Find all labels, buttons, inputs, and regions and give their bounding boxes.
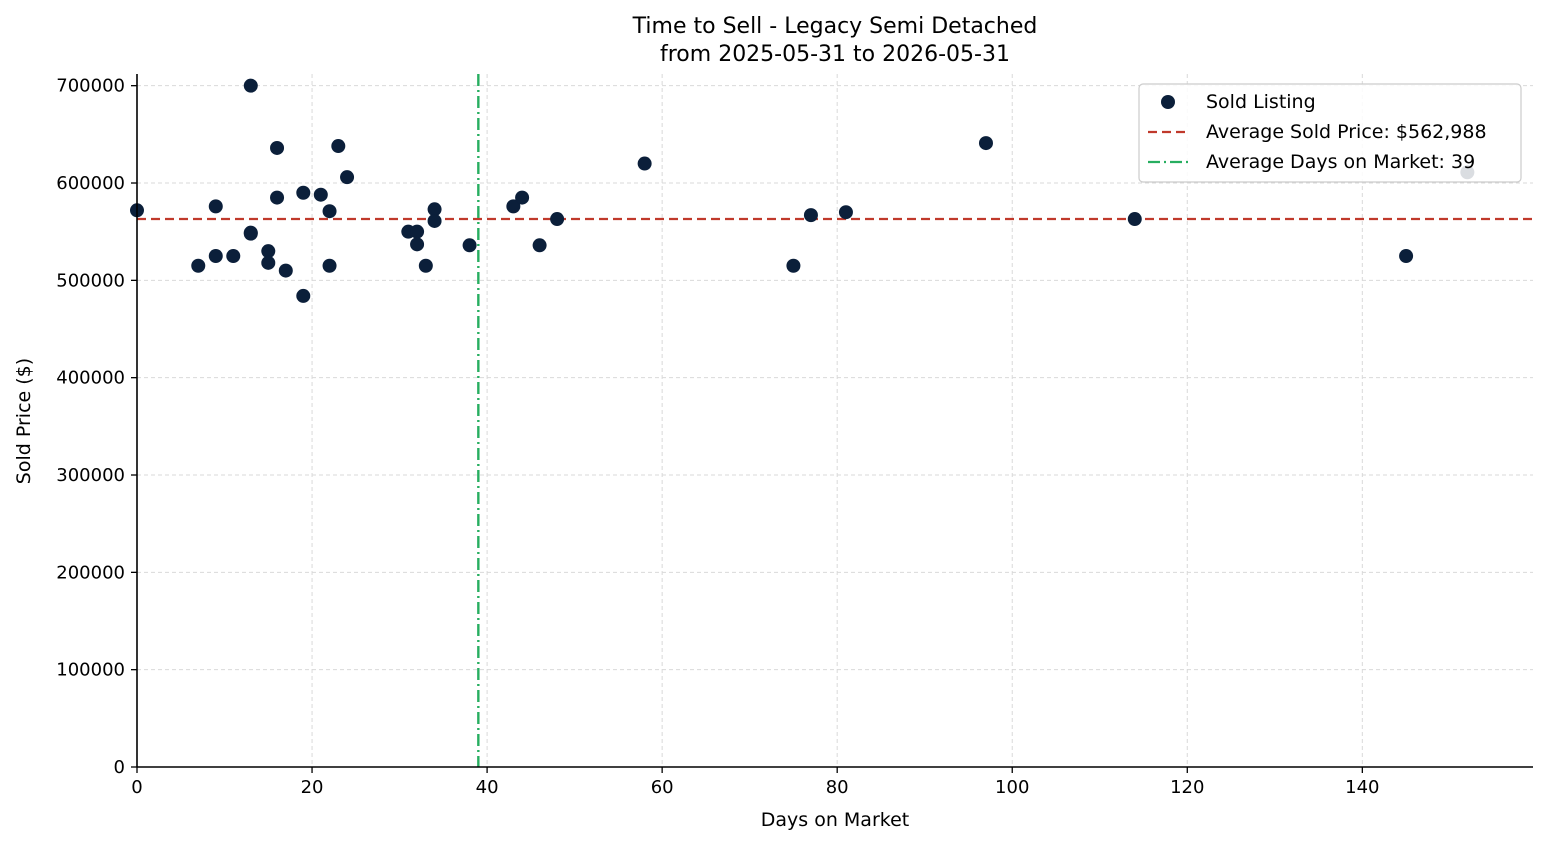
data-point xyxy=(515,190,530,205)
x-tick-label: 0 xyxy=(131,777,142,798)
data-point xyxy=(322,258,337,273)
legend-label-sold-listing: Sold Listing xyxy=(1206,91,1316,113)
data-point xyxy=(296,185,311,200)
data-point xyxy=(278,263,293,278)
y-tick-label: 200000 xyxy=(56,562,125,583)
axes xyxy=(131,74,1533,773)
legend-box xyxy=(1138,83,1522,183)
x-tick-label: 20 xyxy=(301,777,324,798)
data-point xyxy=(331,139,346,154)
data-point xyxy=(208,249,223,264)
y-tick-label: 400000 xyxy=(56,368,125,389)
y-axis-label: Sold Price ($) xyxy=(13,358,35,484)
x-tick-label: 140 xyxy=(1345,777,1379,798)
x-axis-label: Days on Market xyxy=(761,809,909,831)
data-point xyxy=(786,258,801,273)
data-point xyxy=(427,213,442,228)
chart-subtitle: from 2025-05-31 to 2026-05-31 xyxy=(660,42,1010,67)
data-point xyxy=(462,238,477,253)
x-tick-label: 60 xyxy=(651,777,674,798)
legend-label-avg-days: Average Days on Market: 39 xyxy=(1206,151,1475,173)
data-point xyxy=(1127,212,1142,227)
x-tick-label: 120 xyxy=(1170,777,1204,798)
data-point xyxy=(410,224,425,239)
data-point xyxy=(208,199,223,214)
chart-title: Time to Sell - Legacy Semi Detached xyxy=(632,14,1038,39)
data-point xyxy=(270,190,285,205)
data-point xyxy=(803,208,818,223)
data-point xyxy=(637,156,652,171)
data-point xyxy=(322,204,337,219)
y-tick-label: 0 xyxy=(114,757,125,778)
data-point xyxy=(261,255,276,270)
data-point xyxy=(243,226,258,241)
data-point xyxy=(410,237,425,252)
data-point xyxy=(550,212,565,227)
data-point xyxy=(261,244,276,259)
legend: Sold Listing Average Sold Price: $562,98… xyxy=(1138,83,1522,183)
x-tick-label: 80 xyxy=(826,777,849,798)
y-tick-label: 100000 xyxy=(56,660,125,681)
legend-label-avg-price: Average Sold Price: $562,988 xyxy=(1206,121,1487,143)
data-point xyxy=(191,258,206,273)
reference-lines xyxy=(137,74,1533,767)
data-points xyxy=(130,78,1475,303)
data-point xyxy=(340,170,355,185)
data-point xyxy=(313,187,328,202)
data-point xyxy=(296,288,311,303)
y-tick-label: 500000 xyxy=(56,270,125,291)
data-point xyxy=(506,199,521,214)
x-tick-label: 40 xyxy=(476,777,499,798)
y-tick-label: 300000 xyxy=(56,465,125,486)
data-point xyxy=(243,78,258,93)
data-point xyxy=(978,136,993,151)
data-point xyxy=(1399,249,1414,264)
grid xyxy=(137,74,1533,767)
data-point xyxy=(226,249,241,264)
tick-labels: 0 20 40 60 80 100 120 140 0 100000 200000 300000 400… xyxy=(56,76,1379,798)
x-tick-label: 100 xyxy=(995,777,1029,798)
legend-marker-sold-listing xyxy=(1161,95,1175,109)
data-point xyxy=(427,202,442,217)
y-tick-label: 700000 xyxy=(56,76,125,97)
data-point xyxy=(532,238,547,253)
data-point xyxy=(270,140,285,155)
data-point xyxy=(838,205,853,220)
data-point xyxy=(418,258,433,273)
y-tick-label: 600000 xyxy=(56,173,125,194)
